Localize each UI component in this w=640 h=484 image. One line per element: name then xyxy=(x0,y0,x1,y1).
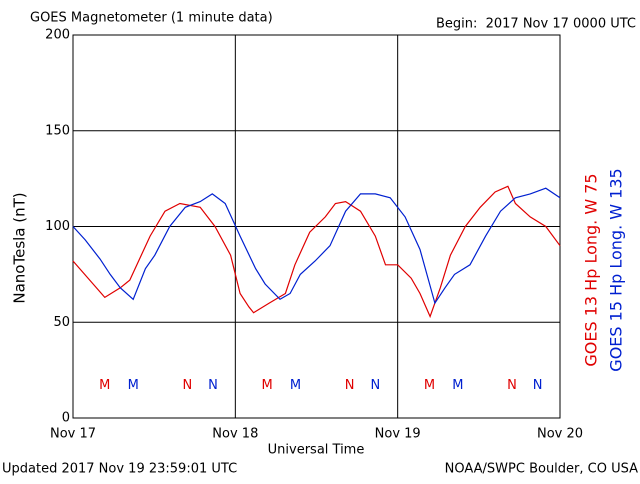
annotation: N xyxy=(533,378,543,393)
annotation: M xyxy=(99,378,110,393)
x-tick-label: Nov 18 xyxy=(212,427,258,442)
footer-left: Updated 2017 Nov 19 23:59:01 UTC xyxy=(2,462,237,477)
y-tick-label: 50 xyxy=(53,315,70,330)
x-tick-label: Nov 20 xyxy=(537,427,583,442)
y-tick-label: 150 xyxy=(45,123,70,138)
chart-subtitle: Begin: 2017 Nov 17 0000 UTC xyxy=(436,17,636,32)
annotation: N xyxy=(507,378,517,393)
series-line xyxy=(72,187,561,305)
y-tick-label: 100 xyxy=(45,219,70,234)
y-axis-label: NanoTesla (nT) xyxy=(11,192,29,303)
annotation: M xyxy=(452,378,463,393)
x-tick-label: Nov 17 xyxy=(50,427,96,442)
chart-title: GOES Magnetometer (1 minute data) xyxy=(30,11,273,26)
annotation: M xyxy=(290,378,301,393)
annotation: N xyxy=(345,378,355,393)
x-axis-label: Universal Time xyxy=(268,443,365,458)
y-tick-label: 0 xyxy=(62,411,70,426)
annotation: N xyxy=(182,378,192,393)
series-line xyxy=(72,185,561,319)
annotation: M xyxy=(262,378,273,393)
annotation: N xyxy=(370,378,380,393)
annotation: N xyxy=(208,378,218,393)
x-tick-label: Nov 19 xyxy=(375,427,421,442)
annotation: M xyxy=(128,378,139,393)
annotation: M xyxy=(424,378,435,393)
footer-right: NOAA/SWPC Boulder, CO USA xyxy=(445,462,638,477)
y-tick-label: 200 xyxy=(45,28,70,43)
legend-entry: GOES 15 Hp Long. W 135 xyxy=(607,168,626,371)
legend-entry: GOES 13 Hp Long. W 75 xyxy=(582,173,601,366)
